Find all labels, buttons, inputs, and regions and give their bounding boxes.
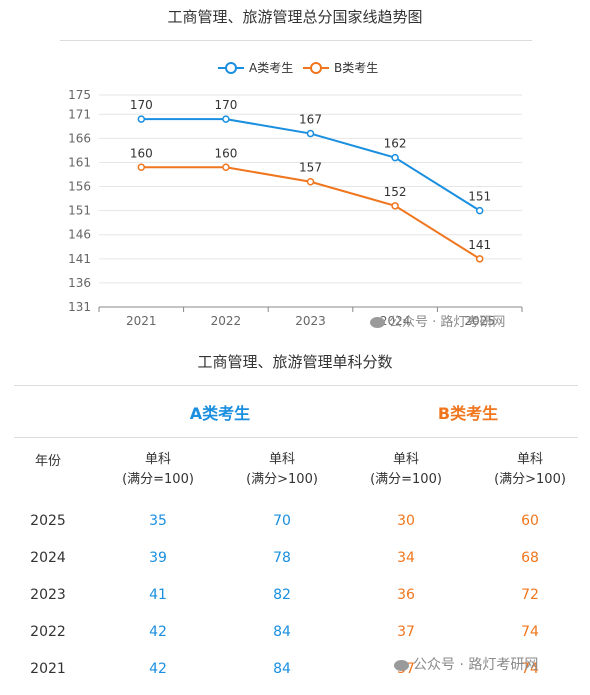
b-over100-cell: 60 bbox=[521, 513, 539, 529]
group-b-header: B类考生 bbox=[437, 404, 499, 423]
data-point bbox=[306, 177, 315, 186]
chart-title: 工商管理、旅游管理总分国家线趋势图 bbox=[167, 8, 423, 26]
chart-watermark: 公众号 · 路灯考研网 bbox=[370, 311, 505, 330]
legend-swatch-marker bbox=[310, 62, 322, 74]
data-point bbox=[222, 115, 230, 123]
y-tick-label: 131 bbox=[68, 300, 91, 314]
a-full100-cell: 39 bbox=[149, 550, 167, 566]
b-over100-cell: 68 bbox=[521, 550, 539, 566]
y-tick-label: 166 bbox=[68, 131, 91, 145]
y-tick-label: 141 bbox=[68, 252, 91, 266]
page-watermark: 公众号 · 路灯考研网 bbox=[394, 654, 538, 674]
data-label: 141 bbox=[468, 238, 491, 252]
b-full100-cell: 37 bbox=[397, 624, 415, 640]
y-tick-label: 151 bbox=[68, 204, 91, 218]
b-full100-cell: 30 bbox=[397, 513, 415, 529]
wechat-icon bbox=[370, 317, 385, 328]
data-point bbox=[137, 163, 146, 172]
year-cell: 2025 bbox=[30, 513, 66, 529]
data-point bbox=[391, 202, 399, 210]
x-tick-label: 2022 bbox=[211, 314, 242, 328]
data-label: 170 bbox=[214, 98, 237, 112]
y-tick-label: 175 bbox=[68, 88, 91, 102]
b-over100-header: 单科 (满分>100) bbox=[494, 452, 566, 487]
a-over100-cell: 78 bbox=[273, 550, 291, 566]
a-full100-header: 单科 (满分=100) bbox=[122, 452, 194, 487]
y-tick-label: 161 bbox=[68, 155, 91, 169]
b-full100-header: 单科 (满分=100) bbox=[370, 452, 442, 487]
wechat-icon bbox=[394, 659, 409, 671]
y-tick-label: 146 bbox=[68, 228, 91, 242]
data-point bbox=[475, 206, 484, 215]
year-cell: 2021 bbox=[30, 661, 66, 677]
data-label: 160 bbox=[214, 146, 237, 160]
legend-swatch-marker bbox=[225, 62, 237, 74]
data-label: 160 bbox=[130, 146, 153, 160]
y-tick-label: 156 bbox=[68, 180, 91, 194]
b-full100-cell: 36 bbox=[397, 587, 415, 603]
legend-item-a: A类考生 bbox=[218, 61, 293, 75]
data-point bbox=[475, 255, 484, 263]
data-label: 152 bbox=[384, 185, 407, 199]
data-label: 162 bbox=[384, 137, 407, 151]
table-title: 工商管理、旅游管理单科分数 bbox=[197, 353, 393, 371]
title-divider bbox=[60, 40, 532, 41]
a-full100-cell: 41 bbox=[149, 587, 167, 603]
y-tick-label: 136 bbox=[68, 276, 91, 290]
data-label: 167 bbox=[299, 113, 322, 127]
legend-label: B类考生 bbox=[334, 61, 378, 75]
trend-line-chart: 175 171 166 161 156 151 146 141 136 131 2021 2022 20… bbox=[68, 61, 523, 328]
data-point bbox=[137, 115, 146, 123]
a-over100-cell: 70 bbox=[273, 513, 291, 529]
data-point bbox=[222, 163, 230, 172]
b-over100-cell: 72 bbox=[521, 587, 539, 603]
year-cell: 2023 bbox=[30, 587, 66, 603]
year-cell: 2024 bbox=[30, 550, 66, 566]
table-header-divider bbox=[14, 437, 578, 438]
y-tick-label: 171 bbox=[68, 107, 91, 121]
legend-label: A类考生 bbox=[249, 61, 293, 75]
x-tick-label: 2021 bbox=[126, 314, 157, 328]
a-over100-cell: 84 bbox=[273, 624, 291, 640]
x-tick-label: 2024 bbox=[380, 314, 411, 328]
a-over100-cell: 82 bbox=[273, 587, 291, 603]
b-over100-cell: 74 bbox=[521, 661, 539, 677]
a-over100-cell: 84 bbox=[273, 661, 291, 677]
year-cell: 2022 bbox=[30, 624, 66, 640]
a-full100-cell: 35 bbox=[149, 513, 167, 529]
a-full100-cell: 42 bbox=[149, 661, 167, 677]
legend-item-b: B类考生 bbox=[303, 61, 378, 75]
data-point bbox=[306, 129, 315, 138]
year-column-header: 年份 bbox=[34, 454, 61, 469]
b-over100-cell: 74 bbox=[521, 624, 539, 640]
table-top-divider bbox=[14, 385, 578, 386]
data-label: 151 bbox=[468, 190, 491, 204]
a-full100-cell: 42 bbox=[149, 624, 167, 640]
group-a-header: A类考生 bbox=[189, 404, 251, 423]
x-tick-label: 2023 bbox=[295, 314, 326, 328]
x-tick-label: 2025 bbox=[464, 314, 495, 328]
a-over100-header: 单科 (满分>100) bbox=[246, 452, 318, 487]
data-label: 157 bbox=[299, 161, 322, 175]
b-full100-cell: 34 bbox=[397, 550, 415, 566]
data-point bbox=[391, 153, 399, 162]
data-label: 170 bbox=[130, 98, 153, 112]
